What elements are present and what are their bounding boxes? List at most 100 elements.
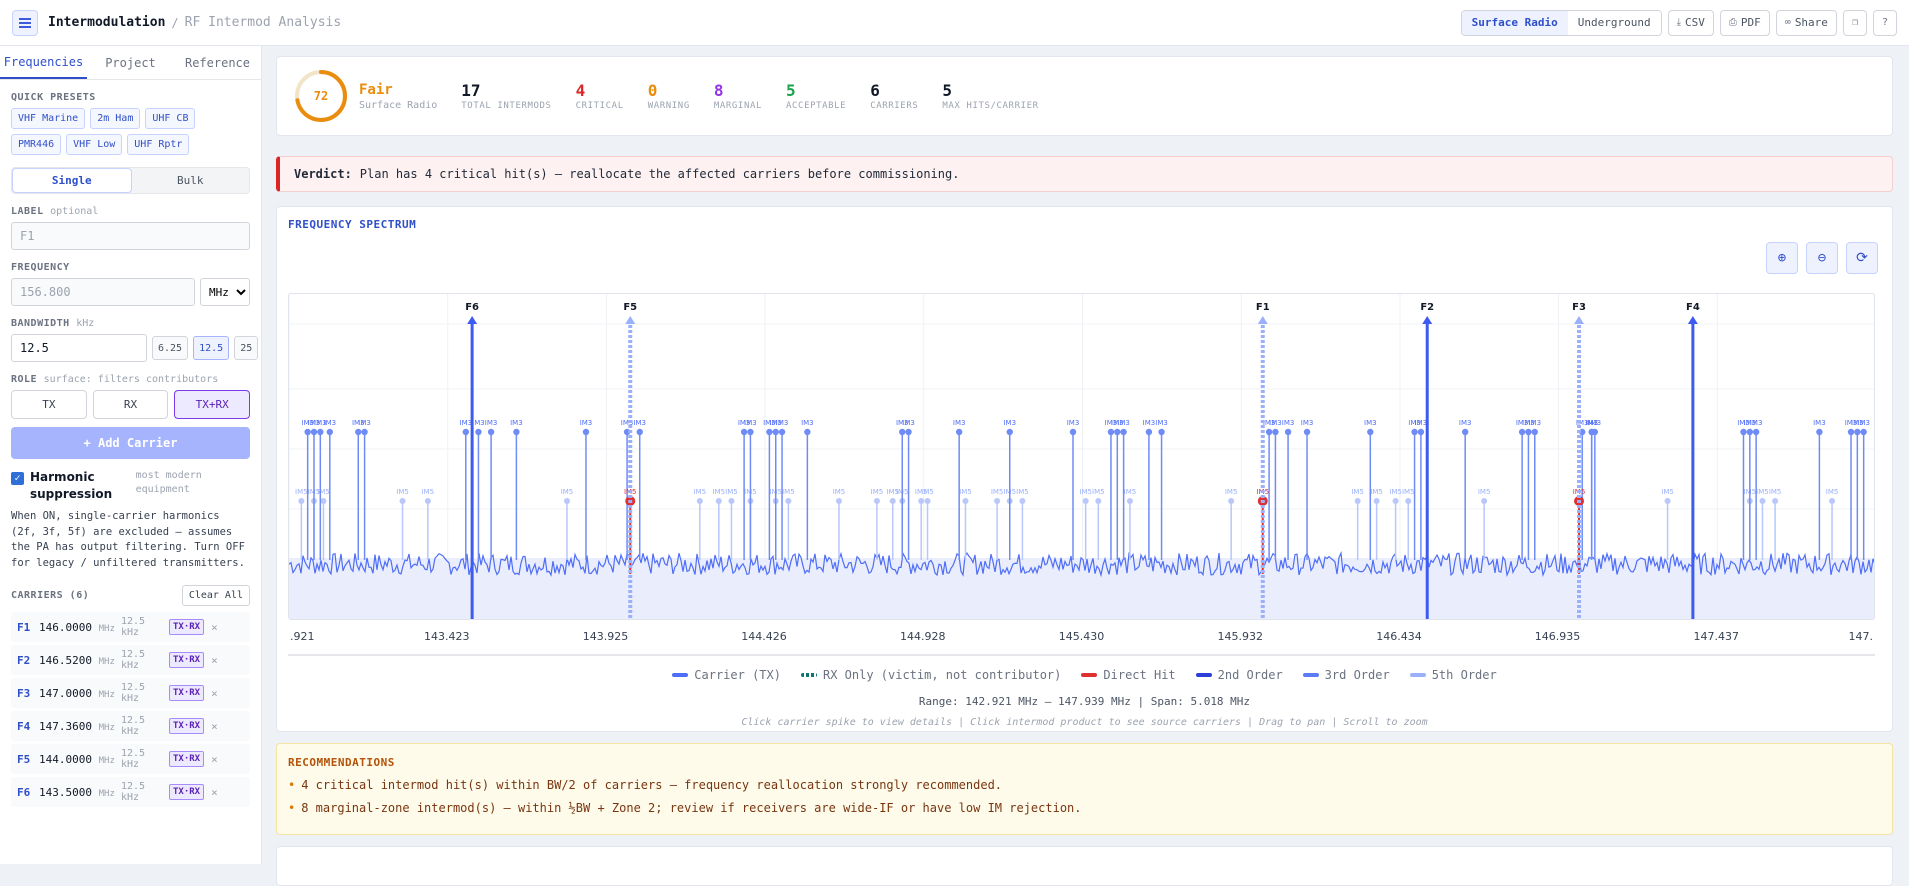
carrier-row-f6[interactable]: F6 143.5000 MHz 12.5 kHz TX·RX × (11, 777, 250, 807)
im5-marker[interactable] (1481, 498, 1488, 504)
tab-frequencies[interactable]: Frequencies (0, 46, 87, 79)
im3-label[interactable]: IM3 (1585, 419, 1598, 427)
im3-label[interactable]: IM3 (1263, 419, 1276, 427)
carrier-row-f4[interactable]: F4 147.3600 MHz 12.5 kHz TX·RX × (11, 711, 250, 741)
im5-label[interactable]: IM5 (782, 488, 795, 496)
im3-label[interactable]: IM3 (1851, 419, 1864, 427)
im3-marker[interactable] (1303, 428, 1311, 436)
im3-label[interactable]: IM3 (1522, 419, 1535, 427)
im5-label[interactable]: IM5 (886, 488, 899, 496)
im3-label[interactable]: IM3 (352, 419, 365, 427)
preset-pmr446[interactable]: PMR446 (11, 134, 62, 155)
role-tx-button[interactable]: TX (11, 390, 87, 419)
im3-label[interactable]: IM3 (1067, 419, 1080, 427)
mode-single[interactable]: Single (12, 168, 132, 193)
im5-marker[interactable] (962, 498, 969, 504)
im5-marker[interactable] (1829, 498, 1836, 504)
frequency-unit-select[interactable]: MHz (200, 278, 250, 306)
im3-label[interactable]: IM3 (1301, 419, 1314, 427)
im3-marker[interactable] (905, 428, 912, 436)
carrier-label-f6[interactable]: F6 (465, 302, 479, 313)
im3-label[interactable]: IM3 (1576, 419, 1589, 427)
im5-label[interactable]: IM5 (1124, 488, 1137, 496)
im3-label[interactable]: IM3 (769, 419, 782, 427)
im5-marker[interactable] (1095, 498, 1102, 504)
im3-marker[interactable] (1752, 428, 1760, 436)
im3-label[interactable]: IM3 (763, 419, 776, 427)
im3-label[interactable]: IM3 (896, 419, 909, 427)
im3-marker[interactable] (1847, 428, 1855, 436)
im5-marker[interactable] (563, 498, 570, 504)
im5-marker[interactable] (924, 498, 931, 504)
mode-bulk[interactable]: Bulk (177, 174, 204, 187)
im5-marker[interactable] (424, 498, 431, 504)
clear-all-button[interactable]: Clear All (181, 585, 250, 606)
im3-label[interactable]: IM3 (1415, 419, 1428, 427)
im5-marker[interactable] (835, 498, 842, 504)
im5-label[interactable]: IM5 (1756, 488, 1769, 496)
im5-label[interactable]: IM5 (1769, 488, 1782, 496)
preset-vhf-low[interactable]: VHF Low (66, 134, 123, 155)
copy-button[interactable]: ❐ (1842, 9, 1867, 36)
im3-marker[interactable] (636, 428, 643, 436)
im3-marker[interactable] (955, 428, 963, 436)
label-input[interactable] (11, 222, 250, 250)
im3-marker[interactable] (462, 428, 469, 436)
im3-label[interactable]: IM3 (472, 419, 485, 427)
im3-label[interactable]: IM3 (1516, 419, 1529, 427)
im3-marker[interactable] (355, 428, 362, 436)
im5-marker[interactable] (1392, 498, 1399, 504)
im5-label[interactable]: IM5 (871, 488, 884, 496)
im3-label[interactable]: IM3 (1737, 419, 1750, 427)
export-csv-button[interactable]: ⤓ CSV (1667, 9, 1714, 36)
im3-label[interactable]: IM3 (1744, 419, 1757, 427)
role-txrx-button[interactable]: TX+RX (174, 390, 251, 419)
carrier-arrow-f6[interactable] (467, 316, 478, 324)
frequency-input[interactable] (11, 278, 195, 306)
preset-vhf-marine[interactable]: VHF Marine (11, 108, 86, 129)
carrier-row-f2[interactable]: F2 146.5200 MHz 12.5 kHz TX·RX × (11, 645, 250, 675)
carrier-arrow-f1[interactable] (1257, 316, 1268, 324)
im3-label[interactable]: IM3 (1589, 419, 1602, 427)
bandwidth-input[interactable] (11, 334, 147, 362)
im3-label[interactable]: IM3 (1364, 419, 1377, 427)
im3-label[interactable]: IM3 (1111, 419, 1124, 427)
im5-label[interactable]: IM5 (921, 488, 934, 496)
im3-label[interactable]: IM3 (301, 419, 314, 427)
im3-marker[interactable] (899, 428, 906, 436)
im3-label[interactable]: IM3 (1143, 419, 1156, 427)
im3-marker[interactable] (1411, 428, 1418, 436)
carrier-row-f3[interactable]: F3 147.0000 MHz 12.5 kHz TX·RX × (11, 678, 250, 708)
im3-label[interactable]: IM3 (1585, 419, 1598, 427)
im3-marker[interactable] (1069, 428, 1077, 436)
im3-marker[interactable] (1417, 428, 1425, 436)
tab-reference[interactable]: Reference (184, 55, 251, 70)
remove-carrier-icon[interactable]: × (211, 719, 218, 733)
im5-marker[interactable] (320, 498, 327, 504)
im3-label[interactable]: IM3 (744, 419, 757, 427)
carrier-label-f4[interactable]: F4 (1686, 302, 1700, 313)
remove-carrier-icon[interactable]: × (211, 620, 218, 634)
im3-marker[interactable] (1525, 428, 1532, 436)
im5-label[interactable]: IM5 (1079, 488, 1092, 496)
im5-marker[interactable] (889, 498, 896, 504)
im3-label[interactable]: IM3 (621, 419, 634, 427)
im5-marker[interactable] (1772, 498, 1779, 504)
im3-label[interactable]: IM3 (1117, 419, 1130, 427)
im3-marker[interactable] (740, 428, 748, 436)
im3-marker[interactable] (778, 428, 786, 436)
im5-marker[interactable] (696, 498, 703, 504)
im3-label[interactable]: IM3 (633, 419, 646, 427)
im5-label[interactable]: IM5 (317, 488, 330, 496)
preset-2m-ham[interactable]: 2m Ham (90, 108, 141, 129)
zoom-in-icon[interactable]: ⊕ (1766, 242, 1798, 274)
im5-marker[interactable] (1019, 498, 1026, 504)
remove-carrier-icon[interactable]: × (211, 752, 218, 766)
im5-label[interactable]: IM5 (694, 488, 707, 496)
im3-marker[interactable] (310, 428, 318, 436)
harmonic-suppression-checkbox[interactable]: ✓ (11, 472, 24, 485)
im5-label[interactable]: IM5 (713, 488, 726, 496)
im3-marker[interactable] (487, 428, 495, 436)
im5-label[interactable]: IM5 (1351, 488, 1364, 496)
im5-marker[interactable] (1126, 498, 1133, 504)
